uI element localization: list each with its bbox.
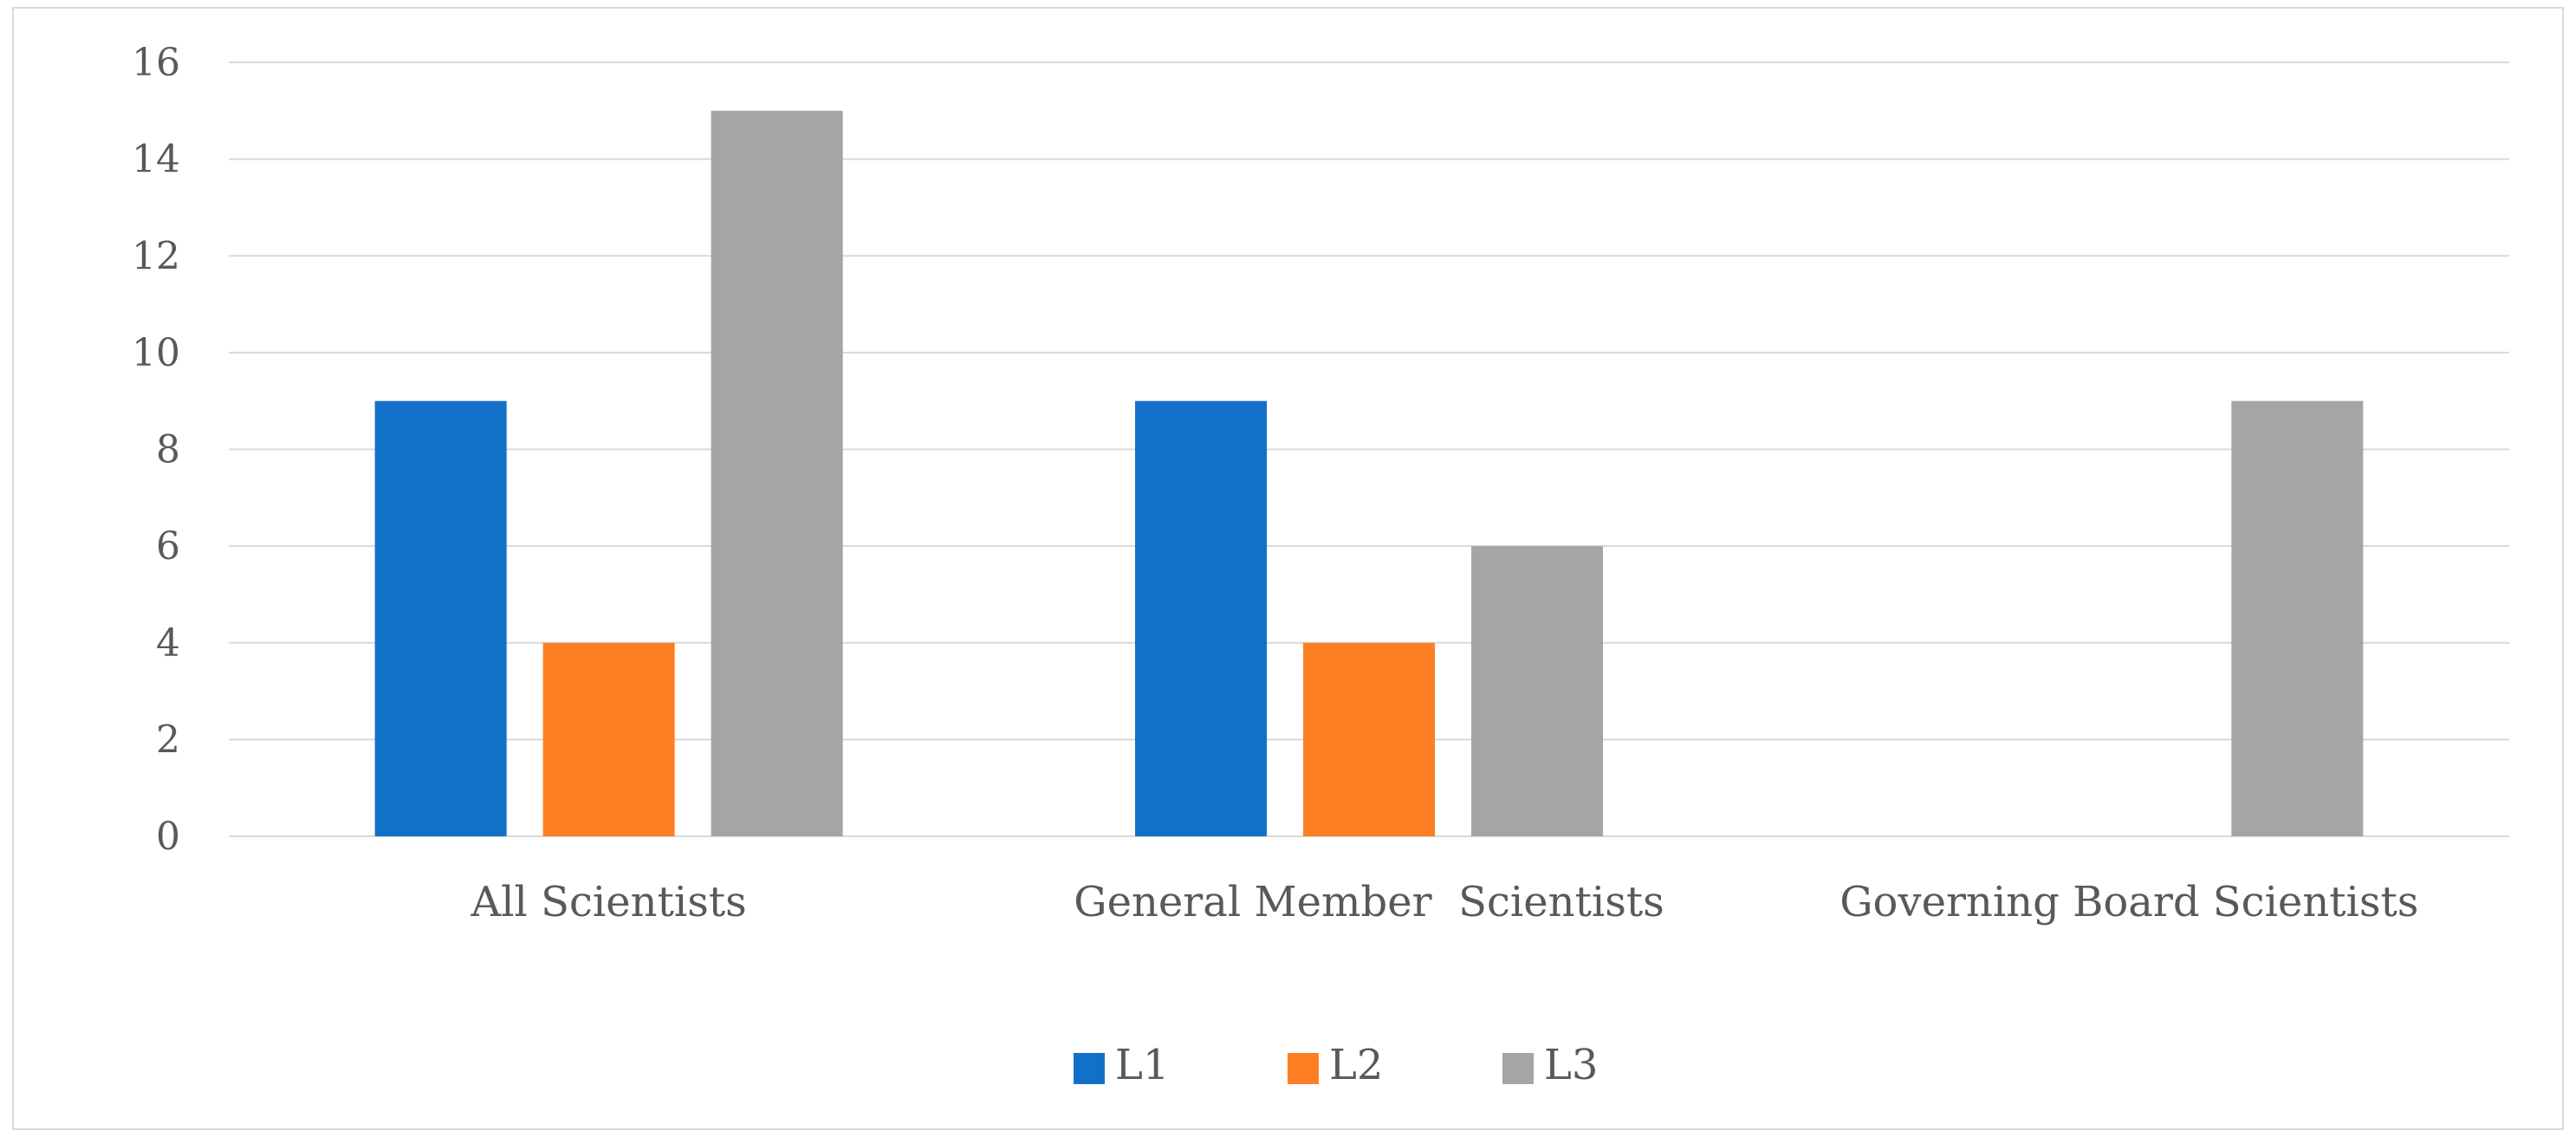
bar-l3-3 — [2231, 400, 2364, 836]
y-tick-label: 8 — [156, 428, 180, 472]
legend-swatch-l1 — [1074, 1053, 1105, 1084]
x-category-label: Governing Board Scientists — [1840, 878, 2418, 926]
bar-l2-2 — [1303, 642, 1435, 836]
legend-swatch-l2 — [1288, 1053, 1319, 1084]
bar-l1-2 — [1135, 400, 1267, 836]
y-tick-label: 6 — [156, 524, 180, 568]
x-axis-category-labels: All Scientists General Member Scientists G… — [470, 878, 2419, 926]
y-tick-label: 0 — [156, 815, 180, 859]
bars — [374, 110, 2364, 836]
y-tick-label: 10 — [132, 331, 180, 375]
legend-label-l2: L2 — [1329, 1041, 1383, 1089]
y-tick-label: 12 — [132, 234, 180, 278]
bar-chart: 0 2 4 6 8 10 12 14 16 All Scientists General Memb… — [132, 41, 2509, 1089]
y-tick-label: 16 — [132, 41, 180, 85]
x-category-label: All Scientists — [470, 878, 747, 926]
y-tick-label: 14 — [132, 138, 180, 182]
y-tick-label: 4 — [156, 621, 180, 666]
bar-l1-1 — [374, 400, 507, 836]
legend-label-l3: L3 — [1544, 1041, 1598, 1089]
y-axis-tick-labels: 0 2 4 6 8 10 12 14 16 — [132, 41, 180, 859]
legend-swatch-l3 — [1502, 1053, 1534, 1084]
bar-l3-1 — [711, 110, 843, 836]
x-category-label: General Member Scientists — [1074, 878, 1664, 926]
bar-l2-1 — [542, 642, 675, 836]
bar-l3-2 — [1471, 546, 1603, 836]
legend: L1 L2 L3 — [1074, 1041, 1598, 1089]
y-tick-label: 2 — [156, 718, 180, 762]
legend-label-l1: L1 — [1115, 1041, 1169, 1089]
chart-frame: 0 2 4 6 8 10 12 14 16 All Scientists General Memb… — [12, 7, 2564, 1130]
